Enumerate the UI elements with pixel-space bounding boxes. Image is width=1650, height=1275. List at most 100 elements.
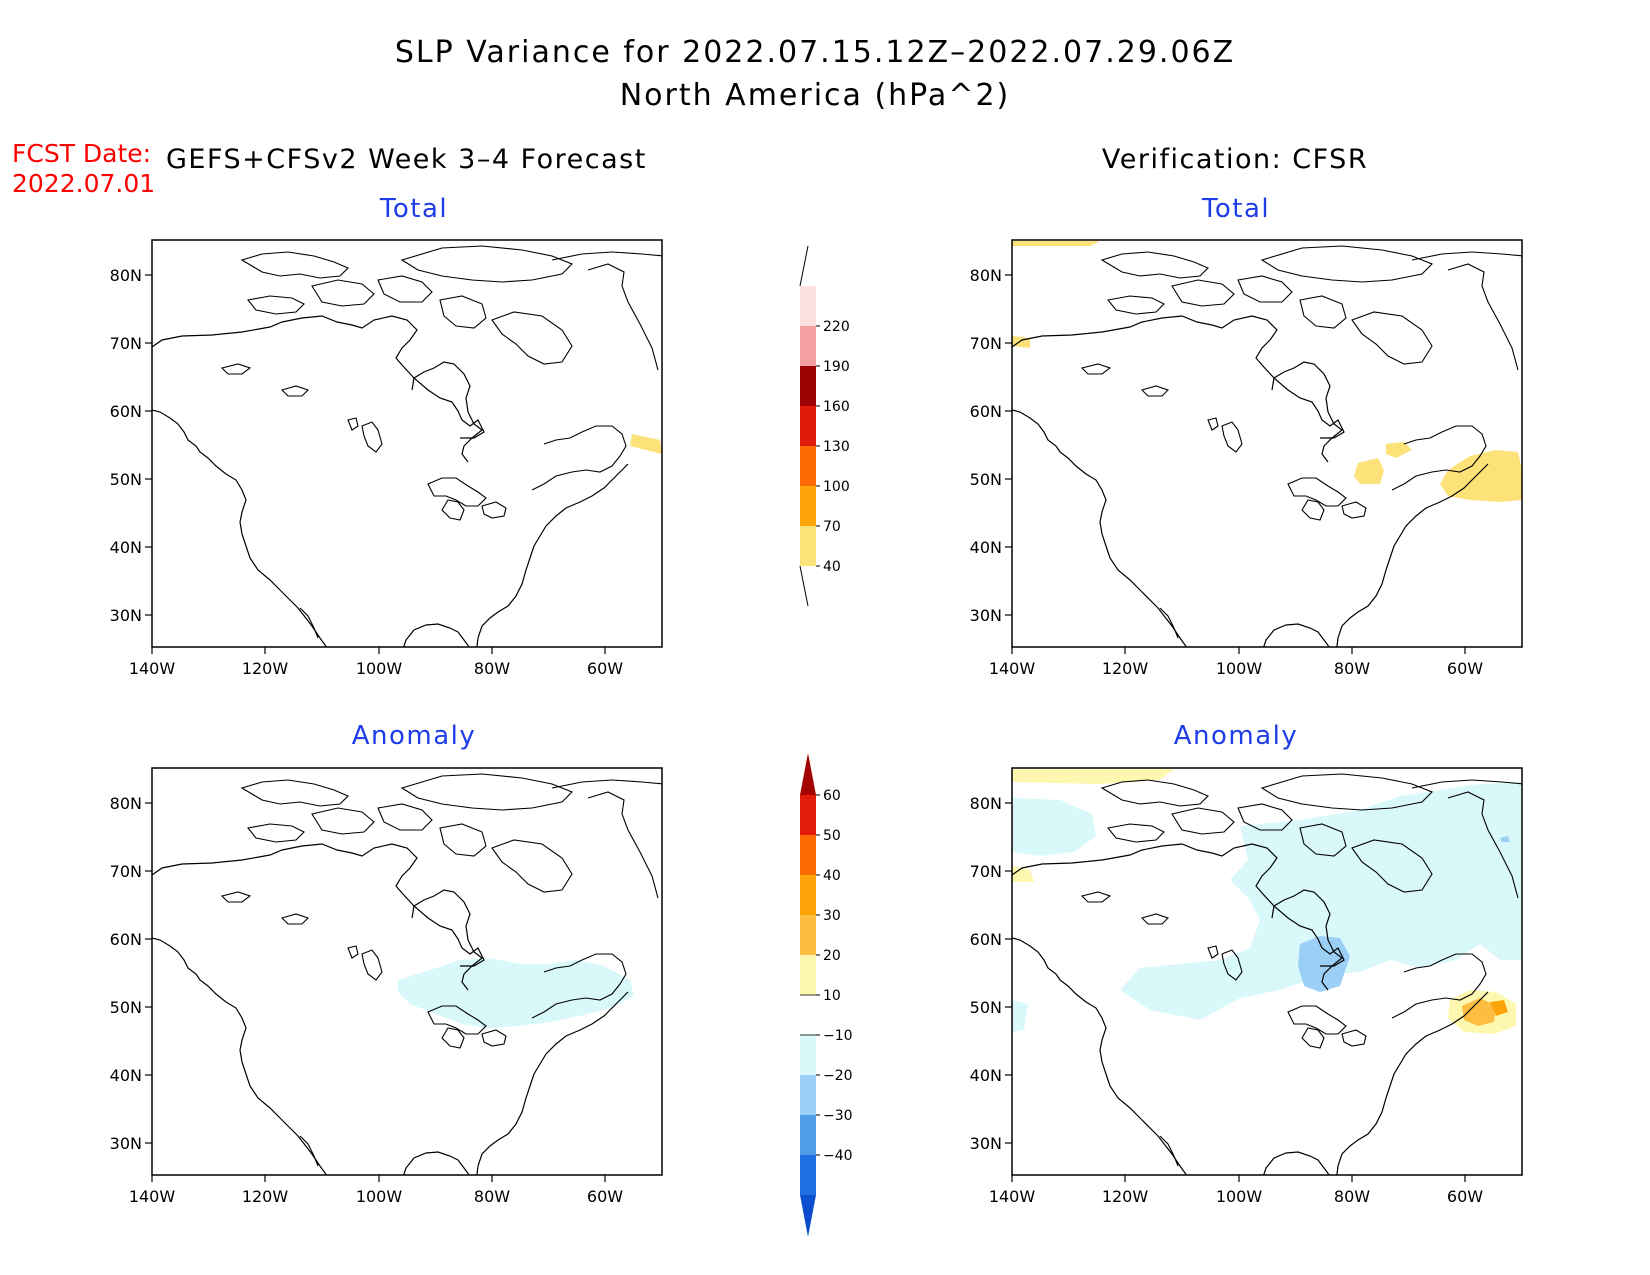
- lat-tick-label: 70N: [970, 862, 1002, 881]
- colorbar-box: [800, 286, 816, 326]
- lon-tick-label: 140W: [129, 659, 176, 678]
- panel-subtitle-verification-total: Total: [1201, 194, 1270, 224]
- shaded-area: [1440, 450, 1522, 502]
- panel-subtitle-verification-anomaly: Anomaly: [1174, 721, 1299, 751]
- shaded-area: [1012, 241, 1100, 246]
- verification-heading: Verification: CFSR: [1102, 144, 1368, 175]
- colorbar-anomaly: 60 50 40 30 20 10 −10 −20 −30 −40: [800, 753, 853, 1237]
- colorbar-end: [800, 753, 816, 795]
- colorbar-box: [800, 1115, 816, 1155]
- colorbar-box: [800, 1075, 816, 1115]
- colorbar-box: [800, 446, 816, 486]
- colorbar-label: 100: [823, 479, 850, 495]
- lat-tick-label: 70N: [110, 334, 142, 353]
- lon-tick-label: 120W: [1102, 1187, 1149, 1206]
- lat-tick-label: 80N: [110, 266, 142, 285]
- lon-tick-label: 80W: [1334, 659, 1370, 678]
- map-panel-forecast-total: [151, 239, 663, 648]
- lon-tick-label: 140W: [129, 1187, 176, 1206]
- shaded-area: [1012, 1000, 1028, 1032]
- colorbar-label: −10: [823, 1028, 853, 1044]
- shaded-area: [1462, 998, 1496, 1026]
- lat-tick-label: 50N: [970, 998, 1002, 1017]
- colorbar-box: [800, 326, 816, 366]
- colorbar-end: [799, 565, 809, 607]
- fcst-date-label: FCST Date:: [12, 139, 151, 168]
- lat-tick-label: 70N: [110, 862, 142, 881]
- colorbar-label: 190: [823, 359, 850, 375]
- panel-subtitle-forecast-total: Total: [379, 194, 448, 224]
- colorbar-box: [800, 486, 816, 526]
- colorbar-box: [800, 406, 816, 446]
- lat-tick-label: 80N: [110, 794, 142, 813]
- lon-tick-label: 100W: [356, 659, 403, 678]
- lon-tick-label: 100W: [356, 1187, 403, 1206]
- forecast-heading: GEFS+CFSv2 Week 3–4 Forecast: [166, 144, 647, 175]
- lon-tick-label: 140W: [989, 659, 1036, 678]
- colorbar-label: 50: [823, 828, 841, 844]
- colorbar-label: 220: [823, 319, 850, 335]
- lat-tick-label: 50N: [110, 998, 142, 1017]
- colorbar-label: 40: [823, 868, 841, 884]
- lat-tick-label: 60N: [970, 930, 1002, 949]
- lat-tick-label: 70N: [970, 334, 1002, 353]
- shaded-area: [1120, 782, 1522, 1020]
- colorbar-label: 70: [823, 519, 841, 535]
- lon-tick-label: 80W: [474, 1187, 510, 1206]
- map-panel-forecast-anomaly: [151, 767, 663, 1176]
- map-panel-verification-anomaly: [1011, 767, 1523, 1176]
- lat-tick-label: 30N: [110, 606, 142, 625]
- lat-tick-label: 60N: [110, 402, 142, 421]
- lon-tick-label: 140W: [989, 1187, 1036, 1206]
- shaded-area: [630, 434, 662, 454]
- shaded-area: [1354, 458, 1384, 484]
- lat-tick-label: 40N: [110, 538, 142, 557]
- colorbar-box: [800, 915, 816, 955]
- colorbar-label: 40: [823, 559, 841, 575]
- title-line1: SLP Variance for 2022.07.15.12Z–2022.07.…: [395, 35, 1235, 70]
- colorbar-label: 10: [823, 988, 841, 1004]
- lon-tick-label: 80W: [1334, 1187, 1370, 1206]
- colorbar-box: [800, 1035, 816, 1075]
- colorbar-label: 30: [823, 908, 841, 924]
- colorbar-box: [800, 995, 816, 1035]
- fcst-date-value: 2022.07.01: [12, 169, 155, 198]
- colorbar-box: [800, 526, 816, 566]
- colorbar-total: 40 70 100 130 160 190 220: [799, 245, 850, 607]
- lon-tick-label: 100W: [1216, 1187, 1263, 1206]
- map-panel-verification-total: [1011, 239, 1523, 648]
- lat-tick-label: 40N: [970, 1066, 1002, 1085]
- lat-tick-label: 50N: [110, 470, 142, 489]
- colorbar-box: [800, 1155, 816, 1195]
- panel-subtitle-forecast-anomaly: Anomaly: [352, 721, 477, 751]
- title-line2: North America (hPa^2): [620, 78, 1011, 113]
- lon-tick-label: 120W: [242, 659, 289, 678]
- colorbar-label: −20: [823, 1068, 853, 1084]
- lon-tick-label: 60W: [587, 1187, 623, 1206]
- colorbar-label: 160: [823, 399, 850, 415]
- colorbar-end: [799, 245, 809, 287]
- shaded-area: [1012, 866, 1034, 882]
- lat-tick-label: 60N: [110, 930, 142, 949]
- colorbar-label: 20: [823, 948, 841, 964]
- lon-tick-label: 120W: [242, 1187, 289, 1206]
- colorbar-label: 60: [823, 788, 841, 804]
- colorbar-box: [800, 955, 816, 995]
- lat-tick-label: 30N: [970, 606, 1002, 625]
- colorbar-box: [800, 875, 816, 915]
- lat-tick-label: 80N: [970, 794, 1002, 813]
- shaded-area: [398, 958, 634, 1028]
- colorbar-label: −40: [823, 1148, 853, 1164]
- shaded-area: [1298, 936, 1350, 992]
- lat-tick-label: 40N: [970, 538, 1002, 557]
- lon-tick-label: 80W: [474, 659, 510, 678]
- lat-tick-label: 50N: [970, 470, 1002, 489]
- colorbar-box: [800, 366, 816, 406]
- lon-tick-label: 60W: [587, 659, 623, 678]
- colorbar-label: 130: [823, 439, 850, 455]
- lat-tick-label: 30N: [110, 1134, 142, 1153]
- lon-tick-label: 120W: [1102, 659, 1149, 678]
- lat-tick-label: 30N: [970, 1134, 1002, 1153]
- colorbar-end: [800, 1195, 816, 1237]
